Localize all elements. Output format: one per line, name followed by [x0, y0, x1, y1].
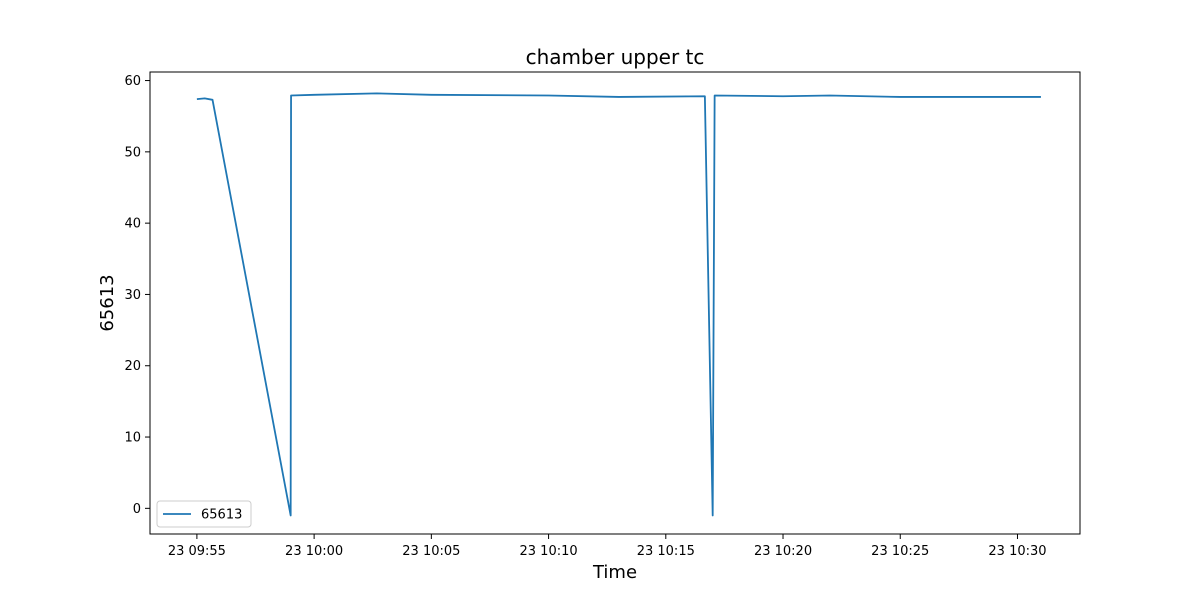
legend-box	[156, 500, 252, 528]
x-tick-label: 23 10:30	[988, 544, 1046, 559]
x-axis-title: Time	[592, 562, 637, 583]
x-tick-label: 23 10:15	[637, 544, 695, 559]
y-tick-label: 30	[124, 288, 141, 303]
y-tick-label: 50	[124, 145, 141, 160]
x-tick-label: 23 10:25	[871, 544, 929, 559]
series-line	[196, 92, 1041, 517]
x-tick-label: 23 10:05	[402, 544, 460, 559]
plot-area	[196, 92, 1041, 517]
chart-title: chamber upper tc	[526, 45, 705, 69]
y-tick-label: 0	[133, 502, 141, 517]
legend: 65613	[156, 500, 252, 528]
x-axis: 23 09:55 23 10:00 23 10:05 23 10:10 23 10:15…	[168, 534, 1047, 559]
y-tick-label: 60	[124, 74, 141, 89]
legend-label: 65613	[201, 508, 242, 523]
y-tick-label: 40	[124, 217, 141, 232]
x-tick-label: 23 10:00	[285, 544, 343, 559]
x-tick-label: 23 10:10	[520, 544, 578, 559]
plot-frame	[149, 71, 1081, 535]
y-axis: 0 10 20 30 40 50 60	[124, 74, 150, 517]
x-tick-label: 23 09:55	[168, 544, 226, 559]
y-tick-label: 20	[124, 359, 141, 374]
y-axis-title: 65613	[97, 274, 118, 331]
x-tick-label: 23 10:20	[754, 544, 812, 559]
y-tick-label: 10	[124, 431, 141, 446]
